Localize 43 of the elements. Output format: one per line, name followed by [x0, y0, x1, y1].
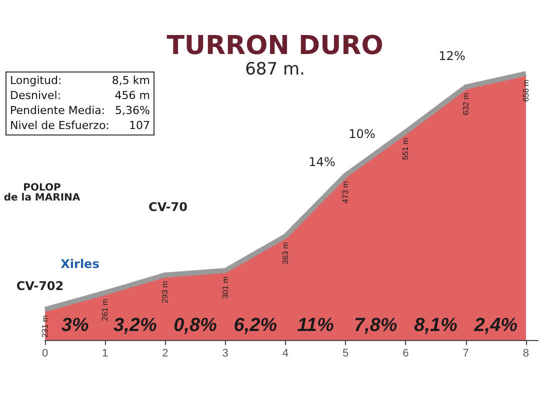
annotation: CV-70 [148, 200, 188, 214]
annotation: 3,2% [114, 315, 157, 336]
chart-title: TURRON DURO [166, 31, 384, 61]
annotation: 6,2% [234, 315, 278, 336]
annotation: 3% [61, 315, 89, 336]
x-tick-label: 3 [222, 348, 228, 360]
annotation: 7,8% [354, 315, 398, 336]
annotation: 11% [297, 315, 334, 336]
annotation: POLOP de la MARINA [4, 182, 80, 204]
data-label: 231 m [40, 315, 50, 338]
annotation: Pendiente Media: [10, 104, 106, 117]
x-tick-label: 7 [462, 348, 469, 360]
data-label: 656 m [521, 79, 530, 102]
annotation: 456 m [114, 89, 150, 102]
annotation: 5,36% [115, 104, 150, 117]
x-tick-label: 5 [342, 348, 349, 360]
x-tick-label: 6 [402, 348, 409, 360]
annotation: 0,8% [174, 315, 218, 336]
data-label: 301 m [220, 276, 230, 299]
annotation: 8,5 km [112, 74, 150, 87]
data-label: 473 m [341, 180, 350, 204]
annotation: 107 [129, 119, 150, 132]
x-tick-label: 8 [522, 348, 530, 360]
annotation: Desnivel: [10, 89, 62, 102]
x-tick-label: 0 [42, 348, 48, 360]
annotation: Xirles [60, 257, 100, 271]
data-label: 363 m [280, 242, 290, 264]
chart-subtitle: 687 m. [245, 60, 305, 80]
text: 12% [438, 49, 466, 63]
annotation: 2,4% [473, 315, 518, 336]
x-tick-label: 1 [102, 348, 108, 360]
data-label: 632 m [461, 92, 470, 116]
annotation: 8,1% [414, 315, 458, 336]
x-tick-label: 4 [282, 348, 289, 360]
annotation: Nivel de Esfuerzo: [10, 119, 110, 132]
x-tick-label: 2 [162, 348, 168, 360]
annotation: 10% [348, 127, 376, 141]
data-label: 293 m [160, 280, 170, 304]
data-label: 261 m [100, 298, 110, 321]
annotation: CV-702 [16, 279, 64, 293]
annotation: Longitud: [10, 74, 62, 87]
annotation: 14% [308, 155, 336, 169]
data-label: 551 m [401, 137, 410, 160]
